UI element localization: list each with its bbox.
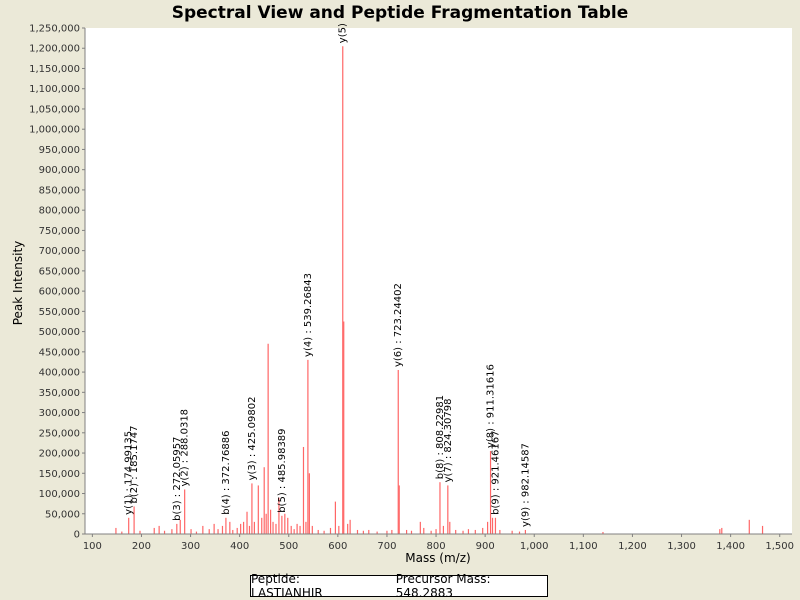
y-tick-label: 400,000 (39, 368, 80, 379)
y-tick-label: 650,000 (39, 266, 80, 277)
y-tick-label: 500,000 (39, 327, 80, 338)
x-tick-label: 1,000 (520, 541, 549, 552)
x-tick-label: 700 (377, 541, 396, 552)
y-tick-label: 1,150,000 (29, 64, 80, 75)
y-tick-label: 200,000 (39, 449, 80, 460)
peak-bars (115, 46, 764, 534)
y-tick-label: 850,000 (39, 185, 80, 196)
x-axis-ticks: 100 200 300 400 500 600 700 800 900 1,000 1,100 1,2… (83, 534, 794, 552)
spectrum-chart: 0 50,000 100,000 150,000 200,000 250,000 300,0… (11, 23, 794, 565)
y-tick-label: 450,000 (39, 347, 80, 358)
x-tick-label: 1,100 (569, 541, 598, 552)
plot-area (85, 28, 792, 534)
x-tick-label: 1,500 (765, 541, 794, 552)
y-tick-label: 1,000,000 (29, 125, 80, 136)
y-tick-label: 900,000 (39, 165, 80, 176)
y-tick-label: 300,000 (39, 408, 80, 419)
y-tick-label: 1,200,000 (29, 44, 80, 55)
x-tick-label: 200 (132, 541, 151, 552)
y-tick-label: 50,000 (45, 509, 80, 520)
y-tick-label: 100,000 (39, 489, 80, 500)
y-tick-label: 350,000 (39, 388, 80, 399)
x-tick-label: 1,200 (618, 541, 647, 552)
y-tick-label: 1,100,000 (29, 84, 80, 95)
peak-annotation-label: b(9) : 921.46167 (490, 430, 501, 514)
y-tick-label: 1,250,000 (29, 24, 80, 35)
y-tick-label: 250,000 (39, 428, 80, 439)
y-tick-label: 1,050,000 (29, 104, 80, 115)
y-axis-ticks: 0 50,000 100,000 150,000 200,000 250,000 300,0… (29, 24, 85, 541)
peak-annotation-label: b(4) : 372.76886 (221, 430, 232, 514)
peak-annotation-label: y(9) : 982.14587 (520, 443, 531, 527)
y-axis-label: Peak Intensity (11, 241, 25, 326)
x-tick-label: 1,300 (667, 541, 696, 552)
peak-annotation-label: b(3) : 272.05957 (172, 437, 183, 521)
y-tick-label: 800,000 (39, 206, 80, 217)
peak-annotation-label: y(5) (338, 23, 349, 43)
x-tick-label: 400 (230, 541, 249, 552)
x-tick-label: 300 (181, 541, 200, 552)
y-tick-label: 550,000 (39, 307, 80, 318)
peak-annotation-label: y(7) : 824.30798 (443, 399, 454, 483)
y-tick-label: 950,000 (39, 145, 80, 156)
peak-annotation-label: b(5) : 485.98389 (277, 428, 288, 512)
peak-annotation-label: b(8) : 808.22981 (435, 395, 446, 479)
x-tick-label: 100 (83, 541, 102, 552)
x-tick-label: 600 (328, 541, 347, 552)
chart-title: Spectral View and Peptide Fragmentation … (171, 3, 629, 23)
y-tick-label: 750,000 (39, 226, 80, 237)
peak-annotation-label: y(8) : 911.31616 (486, 364, 497, 448)
peak-annotation-label: y(4) : 539.26843 (303, 273, 314, 357)
y-tick-label: 700,000 (39, 246, 80, 257)
peak-annotation-label: y(1) : 174.99135 (124, 431, 135, 515)
precursor-mass-label: Precursor Mass: 548.2883 (395, 572, 491, 600)
peak-annotation-label: y(2) : 288.0318 (180, 409, 191, 487)
x-tick-label: 500 (279, 541, 298, 552)
peptide-info-box: Peptide: LASTIANHIR Precursor Mass: 548.… (250, 572, 548, 600)
x-tick-label: 1,400 (716, 541, 745, 552)
peak-annotation-label: b(2) : 185.1747 (129, 426, 140, 504)
peak-annotation-label: y(3) : 425.09802 (247, 397, 258, 481)
y-tick-label: 150,000 (39, 469, 80, 480)
x-axis-label: Mass (m/z) (405, 551, 470, 565)
y-tick-label: 0 (74, 530, 80, 541)
x-tick-label: 900 (476, 541, 495, 552)
x-tick-label: 800 (426, 541, 445, 552)
peak-annotation-label: y(6) : 723.24402 (393, 283, 404, 367)
peptide-label: Peptide: LASTIANHIR (251, 572, 323, 600)
y-tick-label: 600,000 (39, 287, 80, 298)
